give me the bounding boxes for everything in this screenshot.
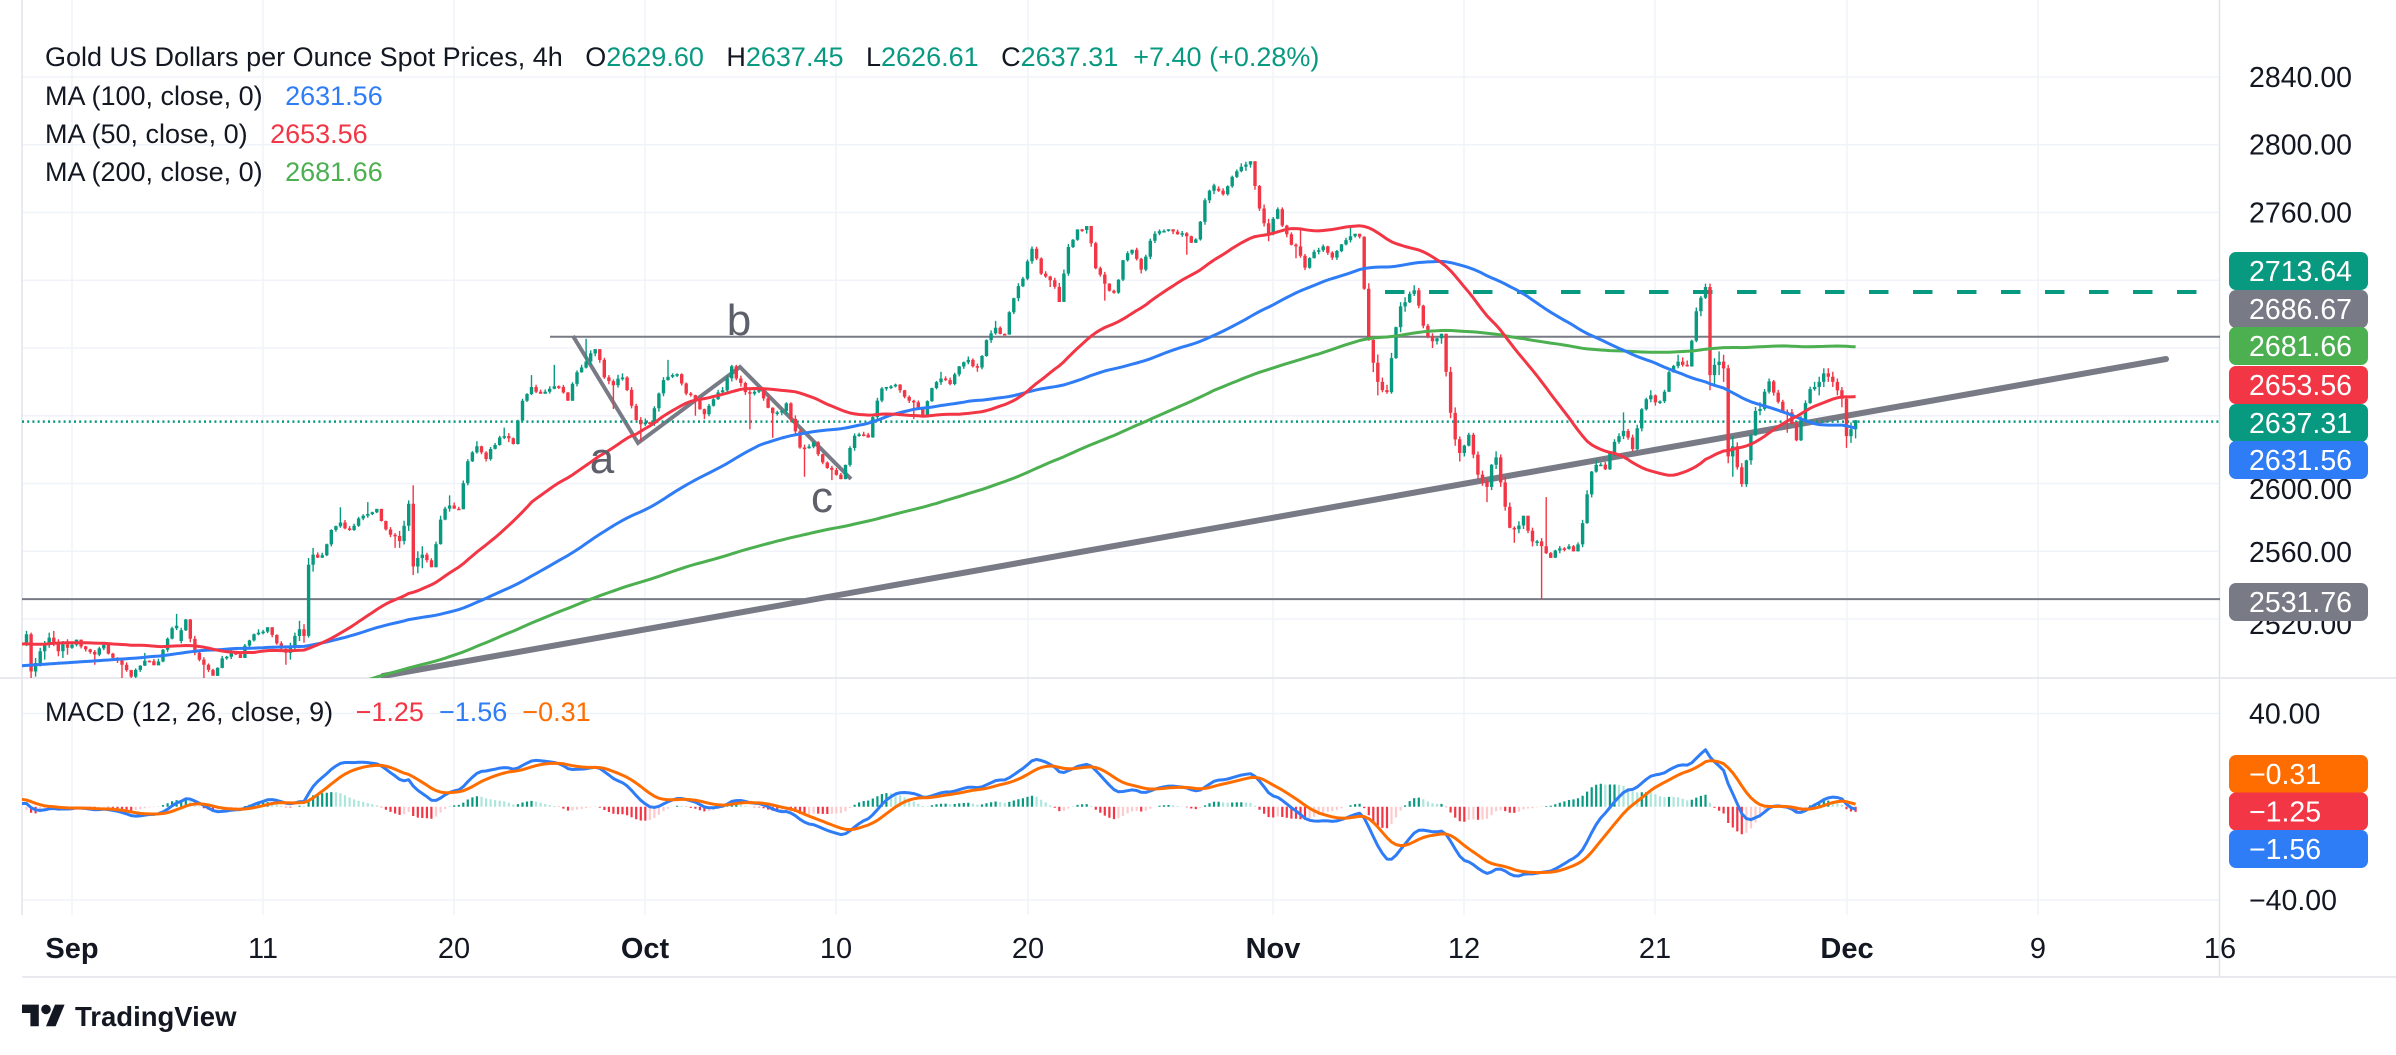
svg-text:2600.00: 2600.00 [2249,474,2352,506]
svg-text:2560.00: 2560.00 [2249,537,2352,569]
svg-text:MACD (12, 26, close, 9) −1.2: MACD (12, 26, close, 9) −1.25 −1.56 −0.3… [45,697,591,727]
svg-text:MA (200, close, 0) 2681.66: MA (200, close, 0) 2681.66 [45,157,383,187]
svg-text:MA (100, close, 0) 2631.56: MA (100, close, 0) 2631.56 [45,81,383,111]
svg-text:2681.66: 2681.66 [2249,331,2352,363]
svg-text:2713.64: 2713.64 [2249,256,2352,288]
svg-text:21: 21 [1639,933,1671,965]
svg-text:−1.56: −1.56 [2249,834,2321,866]
svg-text:2686.67: 2686.67 [2249,294,2352,326]
svg-text:Gold US Dollars per Ounce Spot: Gold US Dollars per Ounce Spot Prices, 4… [45,42,1319,72]
svg-text:20: 20 [1012,933,1044,965]
svg-text:11: 11 [248,933,278,965]
svg-text:a: a [590,434,615,483]
svg-text:b: b [727,296,751,345]
svg-text:12: 12 [1448,933,1480,965]
svg-text:2653.56: 2653.56 [2249,370,2352,402]
svg-text:9: 9 [2030,933,2046,965]
svg-text:2531.76: 2531.76 [2249,587,2352,619]
svg-text:2760.00: 2760.00 [2249,198,2352,230]
svg-text:−40.00: −40.00 [2249,885,2337,917]
svg-text:2637.31: 2637.31 [2249,408,2352,440]
svg-text:MA (50, close, 0) 2653.56: MA (50, close, 0) 2653.56 [45,119,368,149]
svg-text:TradingView: TradingView [75,1001,237,1032]
svg-text:Dec: Dec [1820,933,1873,965]
svg-text:2840.00: 2840.00 [2249,62,2352,94]
svg-text:c: c [811,473,833,522]
svg-text:2631.56: 2631.56 [2249,445,2352,477]
svg-text:−1.25: −1.25 [2249,797,2321,829]
svg-text:Nov: Nov [1246,933,1301,965]
svg-text:10: 10 [820,933,852,965]
svg-text:40.00: 40.00 [2249,699,2320,731]
svg-text:20: 20 [438,933,470,965]
svg-text:Sep: Sep [45,933,98,965]
svg-text:2800.00: 2800.00 [2249,130,2352,162]
svg-text:16: 16 [2204,933,2236,965]
svg-text:Oct: Oct [621,933,670,965]
svg-text:−0.31: −0.31 [2249,759,2321,791]
